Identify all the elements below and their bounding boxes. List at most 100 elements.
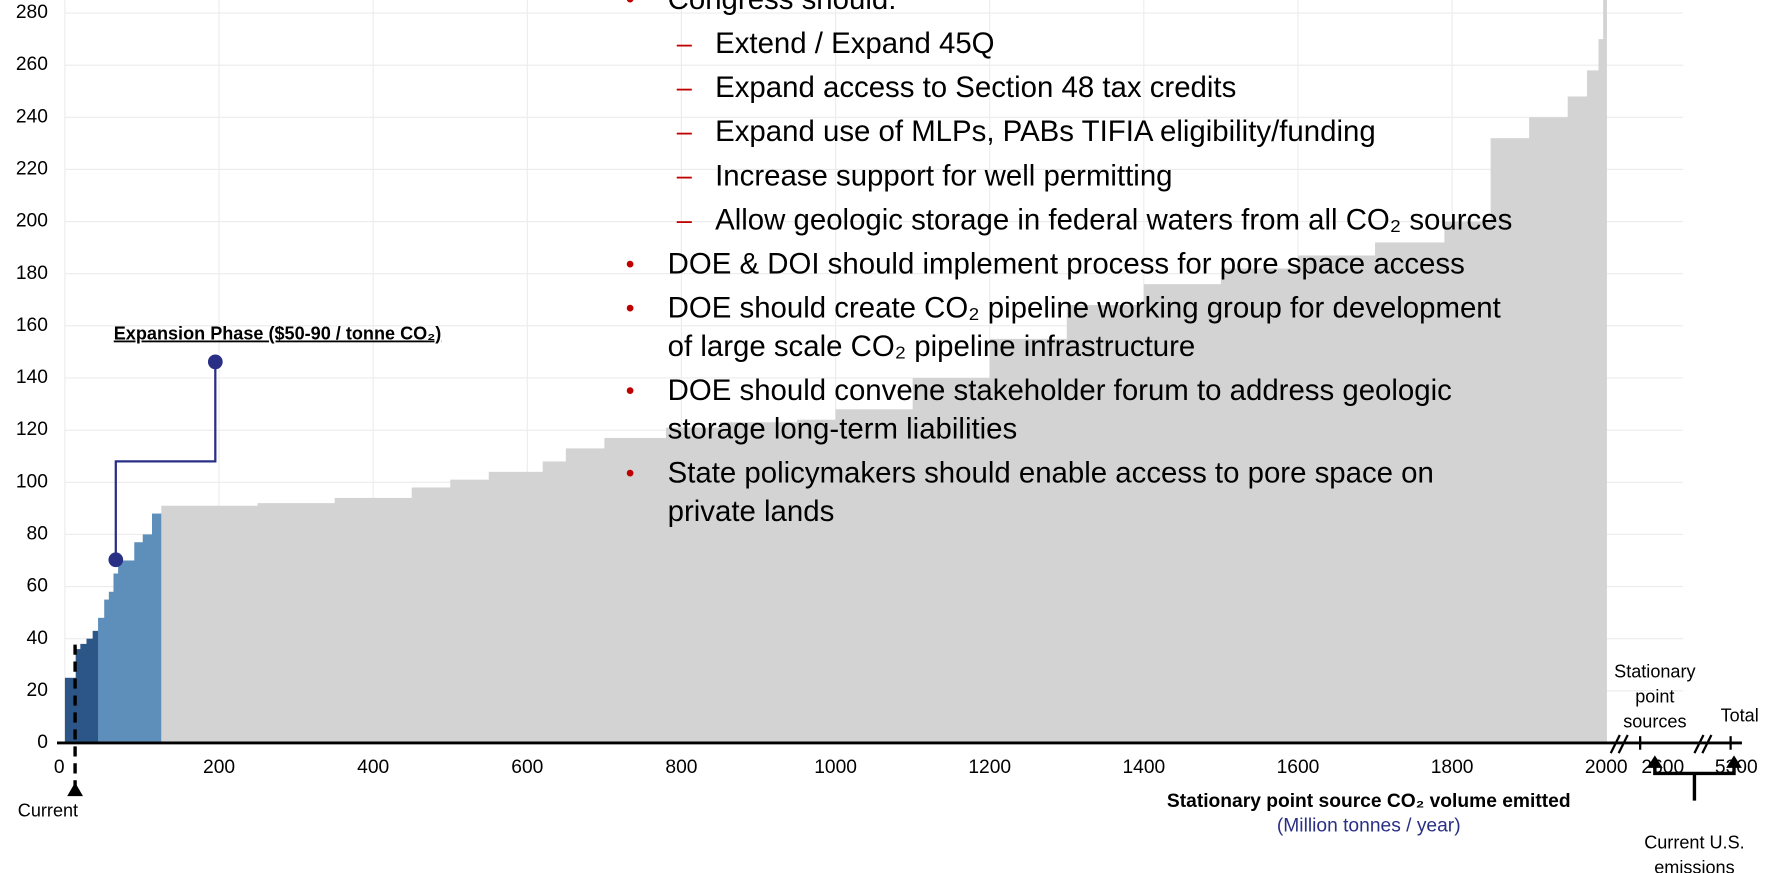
step-bar bbox=[86, 638, 94, 743]
step-bar bbox=[104, 599, 110, 743]
step-bar bbox=[1567, 96, 1588, 743]
step-bar bbox=[151, 513, 162, 743]
y-tick-label: 40 bbox=[27, 628, 48, 649]
annotation: Expansion Phase ($50-90 / tonne CO₂) bbox=[114, 324, 442, 344]
step-bar bbox=[108, 591, 115, 743]
pointer-line bbox=[114, 361, 217, 560]
step-bar bbox=[565, 448, 606, 743]
x-axis-unit: (Million tonnes / year) bbox=[1277, 816, 1461, 837]
bullet-text: Allow geologic storage in federal waters… bbox=[715, 203, 1512, 236]
bullet-marker: – bbox=[677, 27, 693, 58]
y-tick-label: 120 bbox=[16, 419, 48, 440]
step-bar bbox=[411, 487, 451, 743]
x-tick-label: 800 bbox=[665, 757, 697, 778]
x-tick-label: 200 bbox=[203, 757, 235, 778]
x-tick-label: 1200 bbox=[968, 757, 1011, 778]
annotation: point bbox=[1635, 687, 1674, 707]
bullet-marker: • bbox=[626, 250, 635, 278]
step-bar bbox=[1297, 255, 1376, 743]
x-tick-label: 1600 bbox=[1277, 757, 1320, 778]
bullet-marker: – bbox=[677, 204, 693, 235]
step-bar bbox=[1066, 305, 1145, 743]
bullet-text: DOE should convene stakeholder forum to … bbox=[668, 374, 1452, 407]
step-bar bbox=[113, 573, 119, 743]
bullet-marker: – bbox=[677, 72, 693, 103]
bullet-text: State policymakers should enable access … bbox=[668, 457, 1434, 490]
y-tick-label: 200 bbox=[16, 211, 48, 232]
bullet-text: private lands bbox=[668, 495, 835, 528]
bullet-text: storage long-term liabilities bbox=[668, 413, 1018, 446]
step-bar bbox=[75, 649, 82, 743]
annotation: emissions bbox=[1654, 857, 1734, 873]
bullet-marker: • bbox=[626, 0, 635, 14]
step-bar bbox=[488, 471, 544, 743]
step-bar bbox=[92, 630, 101, 743]
x-tick-label: 2000 bbox=[1585, 757, 1628, 778]
step-bar bbox=[142, 534, 153, 743]
bullet-marker: • bbox=[626, 294, 635, 322]
x-tick-label: 1000 bbox=[814, 757, 857, 778]
broken-tick-label: 5300 bbox=[1715, 757, 1758, 778]
step-bar bbox=[64, 677, 77, 743]
step-bar bbox=[835, 409, 914, 743]
step-bar bbox=[1529, 117, 1569, 743]
arrow bbox=[1726, 755, 1742, 768]
bullet-text: Expand use of MLPs, PABs TIFIA eligibili… bbox=[715, 115, 1376, 148]
bracket bbox=[1653, 764, 1736, 801]
y-tick-label: 100 bbox=[16, 471, 48, 492]
x-axis-label: Stationary point source CO₂ volume emitt… bbox=[1167, 791, 1571, 812]
bullet-marker: • bbox=[626, 377, 635, 405]
step-bar bbox=[1375, 242, 1446, 743]
bullet-marker: • bbox=[626, 460, 635, 488]
annotation: Current U.S. bbox=[1644, 832, 1744, 852]
step-bar bbox=[134, 542, 144, 743]
x-tick-label: 400 bbox=[357, 757, 389, 778]
bullet-text: of large scale CO₂ pipeline infrastructu… bbox=[668, 330, 1196, 363]
broken-tick-label: 2600 bbox=[1641, 757, 1684, 778]
step-bar bbox=[1598, 39, 1604, 743]
y-tick-label: 0 bbox=[37, 732, 48, 753]
step-bar bbox=[1444, 221, 1492, 743]
step-bar bbox=[797, 419, 837, 743]
bullet-list: •Congress should:–Extend / Expand 45Q–Ex… bbox=[626, 0, 1512, 528]
y-tick-label: 260 bbox=[16, 54, 48, 75]
step-bar bbox=[334, 497, 413, 743]
bullet-text: Expand access to Section 48 tax credits bbox=[715, 71, 1236, 104]
step-bar bbox=[118, 560, 135, 743]
bullet-text: Congress should: bbox=[668, 0, 897, 16]
y-tick-label: 280 bbox=[16, 2, 48, 23]
step-bar bbox=[257, 503, 336, 743]
bullet-text: Extend / Expand 45Q bbox=[715, 27, 994, 60]
marks bbox=[64, 0, 1607, 743]
y-tick-label: 240 bbox=[16, 106, 48, 127]
annotation: Current bbox=[18, 801, 78, 821]
step-bar bbox=[98, 617, 105, 743]
pointer-dot bbox=[207, 354, 223, 370]
step-bar bbox=[719, 422, 798, 743]
x-tick-label: 600 bbox=[511, 757, 543, 778]
y-tick-label: 160 bbox=[16, 315, 48, 336]
step-bar bbox=[1603, 0, 1607, 743]
step-bar bbox=[161, 505, 259, 743]
annotation: Stationary bbox=[1614, 662, 1695, 682]
step-bar bbox=[989, 338, 1068, 743]
bullet-marker: – bbox=[677, 116, 693, 147]
step-bar bbox=[912, 377, 991, 743]
x-tick-label: 0 bbox=[54, 757, 65, 778]
annotation: sources bbox=[1623, 711, 1686, 731]
step-bar bbox=[80, 643, 88, 743]
step-bar bbox=[1143, 284, 1222, 743]
annotation: Total bbox=[1721, 706, 1759, 726]
x-tick-label: 1400 bbox=[1122, 757, 1165, 778]
arrow bbox=[67, 782, 84, 797]
pointer-dot bbox=[108, 552, 124, 568]
step-bar bbox=[1490, 138, 1530, 743]
step-bar bbox=[1220, 268, 1299, 743]
y-tick-label: 140 bbox=[16, 367, 48, 388]
step-bar bbox=[666, 427, 721, 743]
x-tick-label: 1800 bbox=[1431, 757, 1474, 778]
arrow bbox=[1646, 755, 1663, 768]
axis-break bbox=[1609, 734, 1732, 754]
bullet-text: DOE & DOI should implement process for p… bbox=[668, 248, 1465, 281]
